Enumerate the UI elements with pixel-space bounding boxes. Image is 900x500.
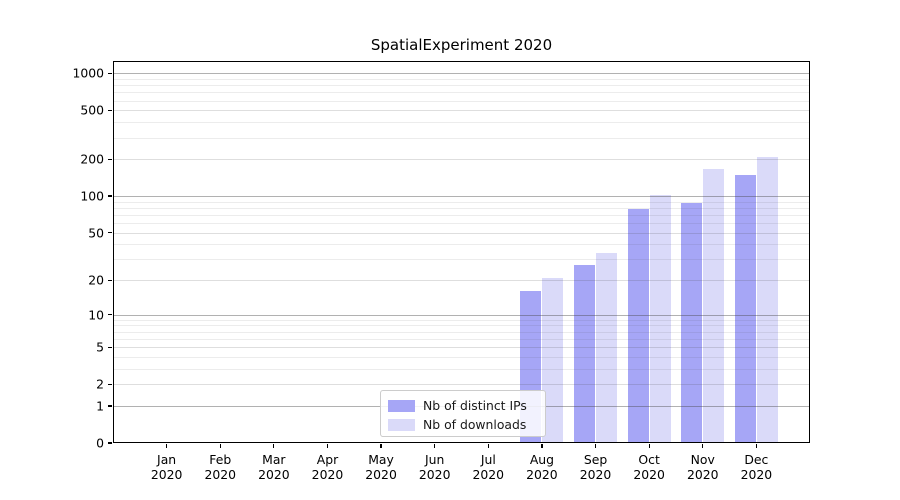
legend-swatch-distinct-ips-icon (388, 399, 415, 412)
x-tick-may (380, 444, 382, 448)
y-tick-2 (108, 383, 112, 385)
x-tick-label-mar: Mar 2020 (258, 452, 290, 482)
bar-ips-oct (627, 208, 649, 443)
gridline-800 (113, 85, 810, 87)
x-tick-label-sep: Sep 2020 (579, 452, 612, 482)
x-tick-oct (648, 444, 650, 448)
y-tick-label-20: 20 (88, 272, 104, 288)
gridline-1000 (113, 73, 810, 75)
x-tick-label-may: May 2020 (365, 452, 397, 482)
x-tick-label-dec: Dec 2020 (740, 452, 773, 482)
legend-swatch-downloads-icon (388, 418, 415, 431)
x-tick-label-nov: Nov 2020 (686, 452, 719, 482)
y-tick-50 (108, 232, 112, 234)
y-tick-label-1: 1 (96, 398, 104, 414)
bar-downloads-dec (756, 157, 778, 443)
gridline-600 (113, 100, 810, 102)
y-tick-label-2: 2 (96, 376, 104, 392)
plot-area: Nb of distinct IPs Nb of downloads (113, 61, 810, 443)
bar-ips-nov (681, 203, 703, 443)
x-tick-feb (219, 444, 221, 448)
x-tick-label-oct: Oct 2020 (633, 452, 665, 482)
y-tick-5 (108, 346, 112, 348)
x-tick-mar (273, 444, 275, 448)
legend-item-downloads: Nb of downloads (388, 415, 537, 434)
y-tick-200 (108, 158, 112, 160)
bar-downloads-sep (596, 252, 618, 443)
bar-ips-sep (574, 264, 596, 443)
y-tick-1000 (108, 72, 112, 74)
y-tick-10 (108, 314, 112, 316)
y-tick-label-5: 5 (96, 339, 104, 355)
gridline-700 (113, 92, 810, 94)
y-tick-label-0: 0 (96, 435, 104, 451)
x-tick-jan (166, 444, 168, 448)
x-tick-label-feb: Feb 2020 (204, 452, 236, 482)
x-tick-label-jul: Jul 2020 (472, 452, 505, 482)
gridline-500 (113, 110, 810, 112)
y-tick-100 (108, 195, 112, 197)
y-tick-label-200: 200 (80, 151, 104, 167)
y-tick-500 (108, 109, 112, 111)
y-tick-1 (108, 405, 112, 407)
legend-item-distinct-ips: Nb of distinct IPs (388, 396, 537, 415)
gridline-300 (113, 137, 810, 139)
legend: Nb of distinct IPs Nb of downloads (380, 390, 546, 437)
bar-ips-dec (734, 174, 756, 443)
legend-label-distinct-ips: Nb of distinct IPs (423, 398, 527, 413)
x-tick-label-jan: Jan 2020 (150, 452, 183, 482)
y-tick-label-500: 500 (80, 102, 104, 118)
bar-downloads-aug (542, 277, 564, 443)
y-tick-20 (108, 279, 112, 281)
x-tick-aug (541, 444, 543, 448)
x-tick-sep (594, 444, 597, 448)
y-tick-label-50: 50 (88, 225, 104, 241)
x-tick-jun (434, 444, 436, 448)
x-tick-label-jun: Jun 2020 (418, 452, 451, 482)
x-tick-label-apr: Apr 2020 (311, 452, 344, 482)
chart-title: SpatialExperiment 2020 (370, 36, 553, 54)
x-tick-apr (326, 444, 329, 448)
x-tick-jul (487, 444, 489, 448)
bar-downloads-oct (649, 194, 671, 443)
x-tick-label-aug: Aug 2020 (526, 452, 558, 482)
y-tick-label-1000: 1000 (72, 65, 104, 81)
gridline-200 (113, 159, 810, 161)
x-tick-dec (755, 444, 757, 448)
gridline-900 (113, 78, 810, 80)
legend-label-downloads: Nb of downloads (423, 417, 527, 432)
y-tick-label-10: 10 (88, 307, 104, 323)
y-tick-0 (108, 442, 112, 444)
y-tick-label-100: 100 (80, 188, 104, 204)
bar-downloads-nov (703, 168, 725, 443)
x-tick-nov (702, 444, 704, 448)
gridline-400 (113, 122, 810, 124)
